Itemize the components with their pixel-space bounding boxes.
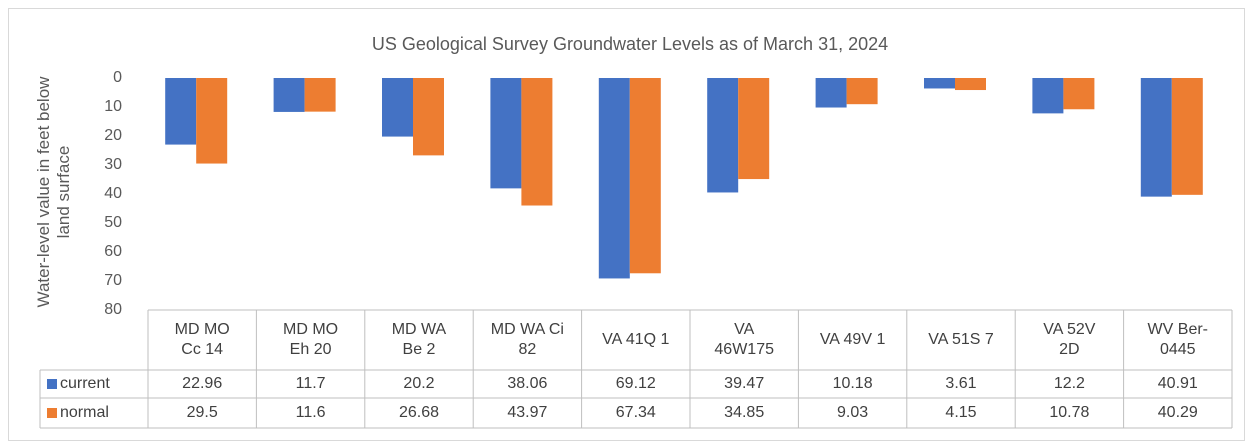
category-label: WV Ber-0445 [1124,310,1232,370]
table-value-text: 9.03 [837,404,869,421]
table-value: 12.2 [1015,370,1123,398]
table-value: 4.15 [907,398,1015,428]
bar [521,78,553,206]
category-label-text: VA 46W175 [714,321,774,358]
table-value-text: 40.29 [1157,404,1198,421]
legend-label: current [60,370,146,398]
y-tick-label: 30 [104,156,122,173]
table-value: 38.06 [473,370,581,398]
table-value-text: 39.47 [724,375,765,392]
table-value: 26.68 [365,398,473,428]
bar [1063,78,1095,110]
table-value-text: 22.96 [182,375,223,392]
table-value-text: 40.91 [1157,375,1198,392]
legend-label-text: current [60,375,110,392]
category-label-text: MD MO Eh 20 [283,321,339,358]
table-value: 11.6 [256,398,364,428]
table-value-text: 29.5 [186,404,218,421]
table-value-text: 43.97 [507,404,548,421]
category-label-text: VA 51S 7 [928,331,994,348]
bar [304,78,336,112]
table-value: 40.91 [1124,370,1232,398]
bar [707,78,739,193]
bar [413,78,444,156]
category-label-text: VA 41Q 1 [602,331,670,348]
category-label: MD MO Eh 20 [256,310,364,370]
table-value-text: 11.7 [295,375,326,392]
bar [629,78,661,274]
table-value-text: 11.6 [295,404,326,421]
legend-label-text: normal [60,404,109,421]
category-label: VA 51S 7 [907,310,1015,370]
category-label-text: MD WA Be 2 [391,321,447,358]
category-label: MD MO Cc 14 [148,310,256,370]
bar [196,78,228,164]
table-value: 40.29 [1124,398,1232,428]
bar [382,78,413,137]
category-label-text: VA 49V 1 [819,331,886,348]
legend-key [47,408,57,418]
y-tick-label: 0 [113,69,122,86]
table-value: 22.96 [148,370,256,398]
table-value: 29.5 [148,398,256,428]
y-tick-label: 20 [104,127,122,144]
table-value-text: 12.2 [1053,375,1085,392]
bar [738,78,770,180]
bar [490,78,522,189]
table-value: 69.12 [582,370,690,398]
category-label: VA 52V 2D [1015,310,1123,370]
bar [273,78,305,112]
y-tick-label: 40 [104,185,122,202]
y-tick-label: 70 [104,272,122,289]
bar [815,78,847,108]
bar [846,78,878,105]
table-value-text: 10.78 [1049,404,1090,421]
table-value: 39.47 [690,370,798,398]
table-value: 67.34 [582,398,690,428]
category-label-text: MD MO Cc 14 [174,321,230,358]
table-value-text: 69.12 [615,375,656,392]
table-value: 20.2 [365,370,473,398]
category-label: VA 46W175 [690,310,798,370]
table-value: 11.7 [256,370,364,398]
bar [165,78,197,145]
y-tick-label: 60 [104,243,122,260]
bar [924,78,955,89]
category-label: VA 49V 1 [798,310,906,370]
chart-title: US Geological Survey Groundwater Levels … [372,34,888,54]
table-value-text: 38.06 [507,375,548,392]
table-value-text: 34.85 [724,404,765,421]
table-value-text: 10.18 [832,375,873,392]
legend-label: normal [60,398,146,428]
bar [1032,78,1064,114]
table-value-text: 67.34 [615,404,656,421]
category-label: VA 41Q 1 [582,310,690,370]
table-value: 3.61 [907,370,1015,398]
table-value: 9.03 [798,398,906,428]
y-tick-label: 10 [104,98,122,115]
y-tick-label: 80 [104,301,122,318]
table-value: 43.97 [473,398,581,428]
category-label-text: MD WA Ci 82 [490,321,564,358]
y-tick-label: 50 [104,214,122,231]
bar [598,78,630,279]
table-value-text: 26.68 [398,404,440,421]
bar [1171,78,1203,195]
category-label-text: WV Ber-0445 [1147,321,1208,358]
table-value: 10.78 [1015,398,1123,428]
bar [955,78,986,91]
bar [1140,78,1172,197]
category-label: MD WA Ci 82 [473,310,581,370]
table-value-text: 3.61 [945,375,977,392]
table-value: 34.85 [690,398,798,428]
table-value-text: 20.2 [403,375,435,392]
legend-key [47,379,57,389]
table-value-text: 4.15 [945,404,977,421]
category-label: MD WA Be 2 [365,310,473,370]
category-label-text: VA 52V 2D [1043,321,1096,358]
y-axis-title: Water-level value in feet below land sur… [34,76,73,308]
table-value: 10.18 [798,370,906,398]
